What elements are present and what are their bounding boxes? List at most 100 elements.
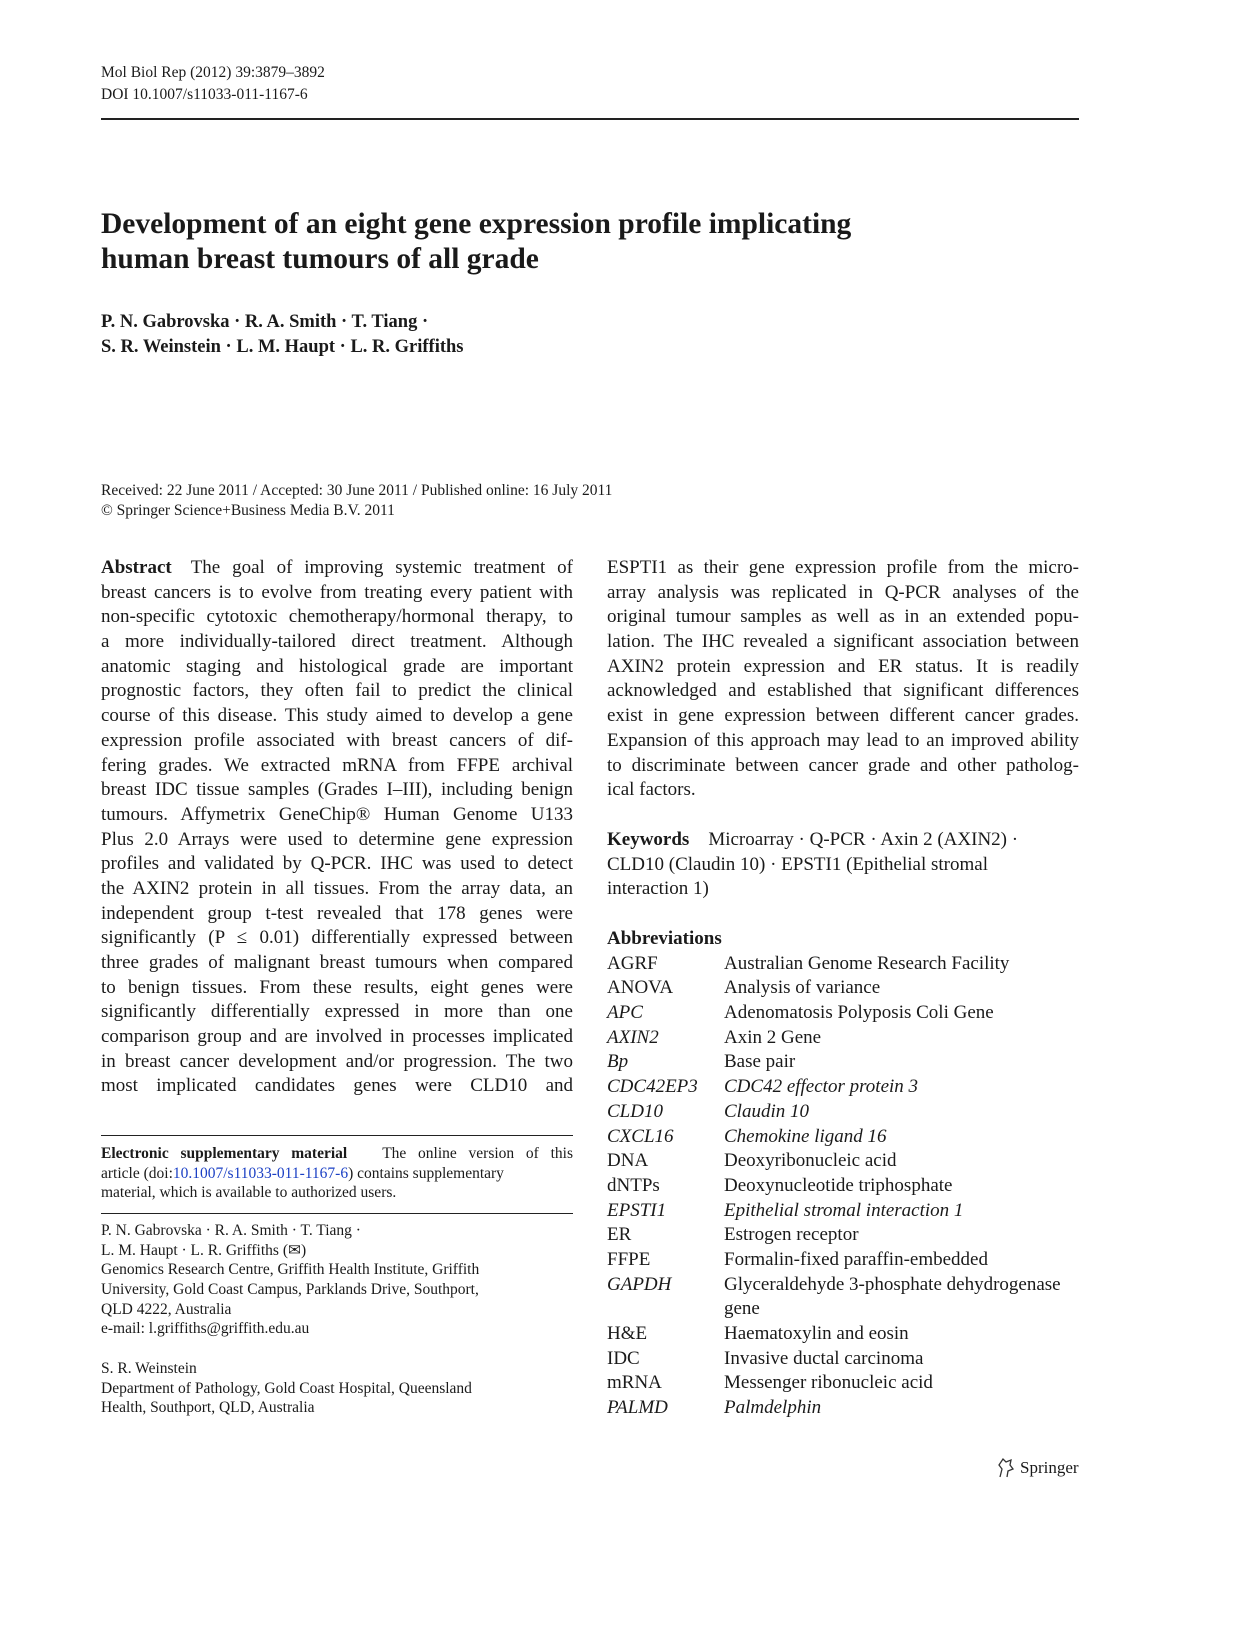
- abstract-line: three grades of malignant breast tumours…: [101, 952, 573, 973]
- abstract-line: original tumour samples as well as in an…: [607, 606, 1079, 628]
- abbreviation-term: mRNA: [607, 1372, 662, 1394]
- abbreviation-term: ER: [607, 1224, 632, 1246]
- abbreviation-definition: Epithelial stromal interaction 1: [724, 1199, 964, 1221]
- abbreviation-definition: Base pair: [724, 1051, 796, 1073]
- copyright: © Springer Science+Business Media B.V. 2…: [101, 502, 395, 519]
- abbreviation-definition: Australian Genome Research Facility: [724, 952, 1010, 974]
- abbreviation-definition: Chemokine ligand 16: [724, 1125, 887, 1147]
- abbreviation-row: dNTPs Deoxynucleotide triphosphate: [607, 1174, 1079, 1199]
- abstract-line: profiles and validated by Q-PCR. IHC was…: [101, 853, 573, 875]
- abbreviation-term: Bp: [607, 1051, 629, 1073]
- abstract-line: prognostic factors, they often fail to p…: [101, 680, 573, 702]
- abstract-line: significantly (P ≤ 0.01) differentially …: [101, 927, 573, 949]
- abbreviation-definition: Claudin 10: [724, 1100, 809, 1122]
- footnote-rule: [101, 1213, 573, 1215]
- abbreviations-heading: Abbreviations: [607, 928, 722, 949]
- abbreviation-term: PALMD: [607, 1397, 668, 1419]
- abstract-line: to discriminate between cancer grade and…: [607, 754, 1079, 776]
- supplementary-note: Electronic supplementary material The on…: [101, 1145, 573, 1202]
- affiliation-line: S. R. Weinstein: [101, 1360, 197, 1377]
- publisher-logo: Springer: [996, 1457, 1079, 1479]
- abstract-line: array analysis was replicated in Q-PCR a…: [607, 581, 1079, 603]
- abbreviation-row: H&E Haematoxylin and eosin: [607, 1322, 1079, 1347]
- abbreviation-term: FFPE: [607, 1248, 651, 1270]
- author-list: P. N. Gabrovska · R. A. Smith · T. Tiang…: [101, 310, 464, 360]
- abbreviation-term: dNTPs: [607, 1174, 660, 1196]
- abbreviation-definition: Messenger ribonucleic acid: [724, 1372, 933, 1394]
- affiliation-line: QLD 4222, Australia: [101, 1300, 232, 1318]
- article-title: Development of an eight gene expression …: [101, 207, 851, 277]
- abbreviation-definition: Haematoxylin and eosin: [724, 1323, 909, 1344]
- abbreviation-row: ANOVA Analysis of variance: [607, 976, 1079, 1001]
- abstract-line: tumours. Affymetrix GeneChip® Human Geno…: [101, 803, 573, 825]
- affiliation-1: P. N. Gabrovska · R. A. Smith · T. Tiang…: [101, 1221, 573, 1339]
- abbreviation-term: AGRF: [607, 952, 658, 974]
- keywords-text: Microarray · Q-PCR · Axin 2 (AXIN2) ·: [708, 829, 1019, 850]
- abstract-line: significantly differentially expressed i…: [101, 1001, 573, 1023]
- abbreviation-term: CLD10: [607, 1100, 663, 1122]
- abstract-line: independent group t-test revealed that 1…: [101, 902, 573, 924]
- abstract-line: exist in gene expression between differe…: [607, 705, 1079, 727]
- abbreviation-row: PALMD Palmdelphin: [607, 1396, 1079, 1421]
- title-line: Development of an eight gene expression …: [101, 208, 852, 240]
- doi: DOI 10.1007/s11033-011-1167-6: [101, 86, 308, 103]
- abbreviation-term: IDC: [607, 1347, 640, 1369]
- abbreviation-term: CDC42EP3: [607, 1076, 698, 1098]
- abbreviation-term-blank: [607, 1297, 724, 1322]
- springer-horse-icon: [998, 1457, 1015, 1478]
- abbreviation-row-continued: gene: [607, 1297, 1079, 1322]
- abstract-line: lation. The IHC revealed a significant a…: [607, 631, 1079, 653]
- abbreviation-row: CLD10 Claudin 10: [607, 1100, 1079, 1125]
- abbreviation-term: EPSTI1: [607, 1199, 667, 1221]
- abbreviation-definition: Deoxynucleotide triphosphate: [724, 1174, 953, 1196]
- abstract-line: comparison group and are involved in pro…: [101, 1026, 573, 1048]
- affiliation-2: S. R. Weinstein Department of Pathology, …: [101, 1359, 573, 1418]
- abbreviation-row: FFPE Formalin-fixed paraffin-embedded: [607, 1248, 1079, 1273]
- received-dates: Received: 22 June 2011 / Accepted: 30 Ju…: [101, 482, 613, 499]
- authors-line: P. N. Gabrovska · R. A. Smith · T. Tiang…: [101, 312, 429, 332]
- affiliation-line: Department of Pathology, Gold Coast Hosp…: [101, 1379, 472, 1397]
- keywords: Keywords Microarray · Q-PCR · Axin 2 (AX…: [607, 828, 1079, 902]
- abstract-line: expression profile associated with breas…: [101, 729, 573, 751]
- abbreviation-term: GAPDH: [607, 1273, 672, 1295]
- abbreviation-term: H&E: [607, 1323, 648, 1344]
- doi-link[interactable]: 10.1007/s11033-011-1167-6: [172, 1164, 349, 1182]
- keywords-line: Keywords Microarray · Q-PCR · Axin 2 (AX…: [607, 828, 1079, 853]
- article-dates: Received: 22 June 2011 / Accepted: 30 Ju…: [101, 481, 612, 521]
- abbreviation-row: EPSTI1 Epithelial stromal interaction 1: [607, 1199, 1079, 1224]
- keywords-line: CLD10 (Claudin 10) · EPSTI1 (Epithelial …: [607, 853, 989, 875]
- abstract-line: breast IDC tissue samples (Grades I–III)…: [101, 779, 573, 801]
- abbreviation-term: APC: [607, 1002, 643, 1024]
- abstract-line: breast cancers is to evolve from treatin…: [101, 581, 573, 603]
- abbreviation-definition: Adenomatosis Polyposis Coli Gene: [724, 1002, 994, 1024]
- abstract-line: in breast cancer development and/or prog…: [101, 1050, 573, 1072]
- abstract-line: ESPTI1 as their gene expression profile …: [607, 557, 1079, 578]
- abbreviation-definition: Estrogen receptor: [724, 1224, 859, 1246]
- abstract-line: to benign tissues. From these results, e…: [101, 976, 573, 998]
- abstract-line: a more individually-tailored direct trea…: [101, 631, 573, 653]
- abbreviation-term: DNA: [607, 1150, 649, 1172]
- abbreviation-definition: Deoxyribonucleic acid: [724, 1150, 897, 1172]
- abbreviation-term: CXCL16: [607, 1125, 674, 1147]
- abstract-line: anatomic staging and histological grade …: [101, 655, 573, 677]
- abbreviation-row: AXIN2 Axin 2 Gene: [607, 1026, 1079, 1051]
- abbreviation-row: mRNA Messenger ribonucleic acid: [607, 1371, 1079, 1396]
- affiliation-line: e-mail: l.griffiths@griffith.edu.au: [101, 1320, 310, 1338]
- abbreviation-definition: Glyceraldehyde 3-phosphate dehydrogenase: [724, 1273, 1061, 1295]
- abstract: Abstract The goal of improving systemic …: [101, 556, 573, 1099]
- abbreviation-definition: Formalin-fixed paraffin-embedded: [724, 1248, 988, 1270]
- abbreviation-row: Bp Base pair: [607, 1050, 1079, 1075]
- running-header: Mol Biol Rep (2012) 39:3879–3892 DOI 10.…: [101, 63, 325, 105]
- abbreviation-definition: Axin 2 Gene: [724, 1026, 822, 1048]
- title-line: human breast tumours of all grade: [101, 243, 539, 275]
- abbreviation-row: CDC42EP3 CDC42 effector protein 3: [607, 1075, 1079, 1100]
- authors-line: S. R. Weinstein · L. M. Haupt · L. R. Gr…: [101, 337, 464, 357]
- abbreviation-row: AGRF Australian Genome Research Facility: [607, 952, 1079, 977]
- affiliation-line: Health, Southport, QLD, Australia: [101, 1399, 315, 1417]
- journal-citation: Mol Biol Rep (2012) 39:3879–3892: [101, 64, 325, 81]
- abbreviation-definition: CDC42 effector protein 3: [724, 1076, 919, 1098]
- abbreviation-definition: Invasive ductal carcinoma: [724, 1347, 924, 1369]
- abbreviation-term: ANOVA: [607, 977, 674, 999]
- keywords-line: interaction 1): [607, 878, 709, 900]
- abstract-line: Plus 2.0 Arrays were used to determine g…: [101, 828, 573, 850]
